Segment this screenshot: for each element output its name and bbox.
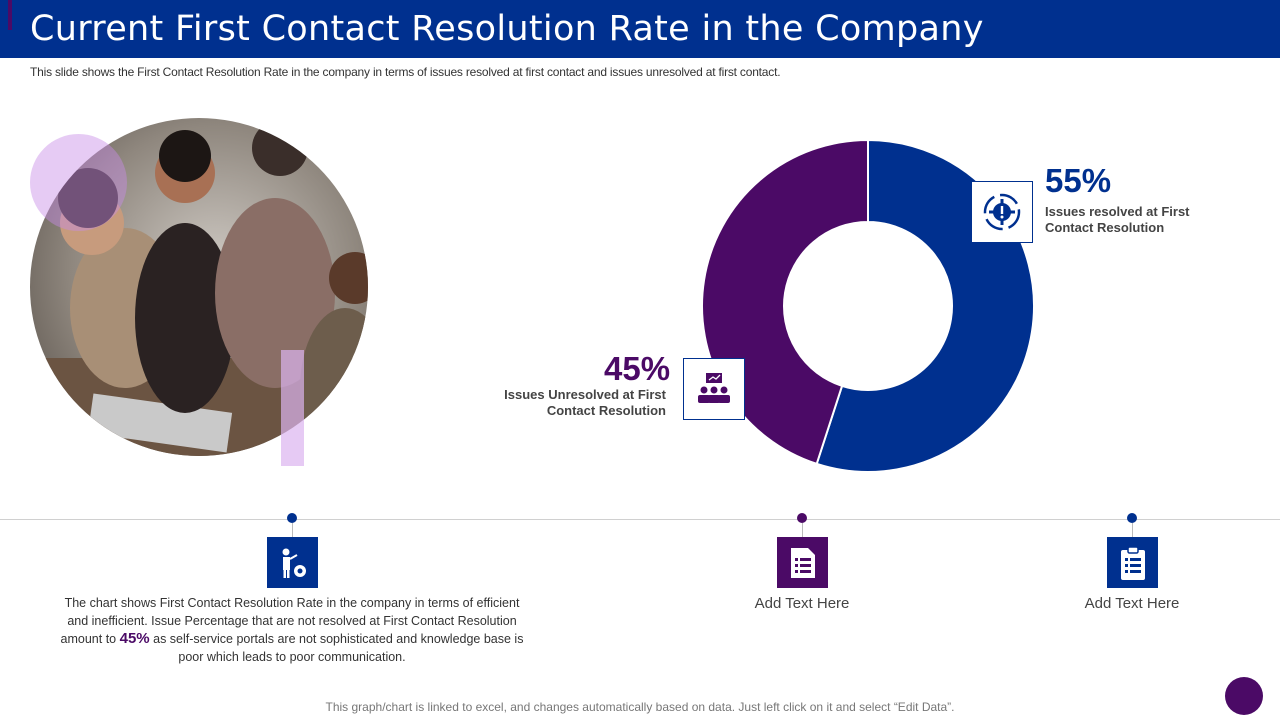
decorative-bar xyxy=(281,350,304,466)
team-meeting-icon xyxy=(698,373,730,403)
timeline-description-1: The chart shows First Contact Resolution… xyxy=(58,595,526,666)
resolved-percent-label: 55% xyxy=(1045,162,1112,199)
timeline-connector-1 xyxy=(292,523,293,537)
description-text-before: The chart shows First Contact Resolution… xyxy=(60,596,520,646)
unresolved-percent-label: 45% xyxy=(604,350,671,387)
timeline-dot-1 xyxy=(287,513,297,523)
clipboard-checklist-icon xyxy=(1120,545,1145,580)
corner-decoration xyxy=(1225,677,1263,715)
team-photo-group xyxy=(30,118,370,466)
timeline-dot-3 xyxy=(1127,513,1137,523)
timeline-text-2: Add Text Here xyxy=(754,595,850,612)
team-photo xyxy=(30,118,368,456)
timeline-dot-2 xyxy=(797,513,807,523)
footer-note: This graph/chart is linked to excel, and… xyxy=(325,700,955,714)
presenter-gear-icon xyxy=(282,548,306,578)
unresolved-icon-box xyxy=(683,358,745,420)
decorative-circle xyxy=(30,134,127,231)
gear-cycle-icon xyxy=(983,193,1021,231)
timeline-icon-box-1 xyxy=(267,537,318,588)
timeline-line xyxy=(0,519,1280,520)
unresolved-label: Issues Unresolved at First Contact Resol… xyxy=(504,387,666,418)
document-list-icon xyxy=(790,547,815,578)
resolved-label: Issues resolved at First Contact Resolut… xyxy=(1045,204,1190,235)
title-bar: Current First Contact Resolution Rate in… xyxy=(0,0,1280,58)
resolution-donut-chart xyxy=(701,138,1035,473)
timeline-icon-box-2 xyxy=(777,537,828,588)
description-highlight: 45% xyxy=(119,630,150,647)
resolved-icon-box xyxy=(971,181,1033,243)
description-text-after: as self-service portals are not sophisti… xyxy=(149,632,524,664)
timeline-icon-box-3 xyxy=(1107,537,1158,588)
timeline-text-3: Add Text Here xyxy=(1084,595,1180,612)
team-photo-illustration xyxy=(30,120,368,456)
timeline-connector-2 xyxy=(802,523,803,537)
title-accent xyxy=(8,0,12,30)
timeline-connector-3 xyxy=(1132,523,1133,537)
page-title: Current First Contact Resolution Rate in… xyxy=(30,9,984,49)
page-subtitle: This slide shows the First Contact Resol… xyxy=(30,65,781,79)
